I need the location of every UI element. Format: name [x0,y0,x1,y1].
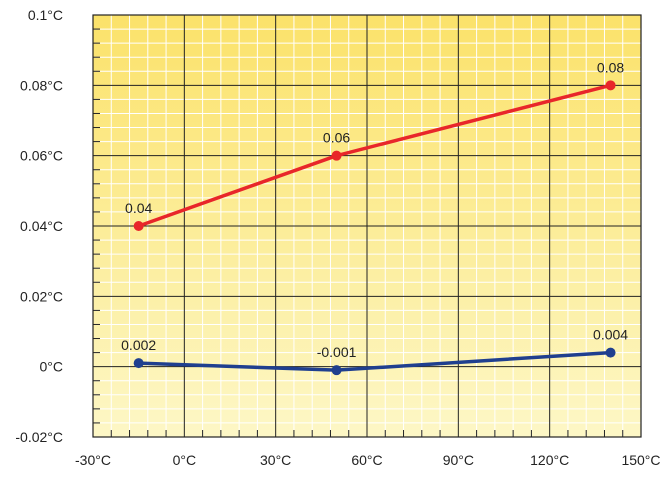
x-tick-label: 60°C [351,452,382,468]
data-point [133,221,144,231]
y-axis-tick-labels: -0.02°C 0°C 0.02°C 0.04°C 0.06°C 0.08°C 0.1°C [15,7,63,445]
data-point [605,80,616,91]
data-point [331,365,342,376]
x-tick-label: 150°C [621,452,660,468]
data-point [133,358,144,369]
data-label: -0.001 [317,344,357,360]
y-tick-label: 0°C [40,359,64,375]
data-point [605,347,616,358]
x-axis-tick-labels: -30°C 0°C 30°C 60°C 90°C 120°C 150°C [75,452,661,468]
data-label: 0.004 [593,327,628,343]
y-tick-label: 0.04°C [20,218,63,234]
data-label: 0.08 [597,59,624,75]
y-tick-label: 0.02°C [20,288,63,304]
y-tick-label: 0.06°C [20,148,63,164]
y-tick-label: -0.02°C [15,429,63,445]
data-label: 0.04 [125,200,152,216]
x-tick-label: 90°C [443,452,474,468]
axis-ticks [93,28,624,437]
y-tick-label: 0.1°C [28,7,63,23]
series-layer: 0.04 0.06 0.08 0.002 -0.001 0.004 [121,59,628,376]
x-tick-label: 0°C [173,452,197,468]
x-tick-label: 120°C [530,452,569,468]
series-1: 0.04 0.06 0.08 [125,59,624,231]
x-tick-label: -30°C [75,452,111,468]
x-tick-label: 30°C [260,452,291,468]
plot-frame [92,14,642,438]
data-label: 0.002 [121,337,156,353]
y-tick-label: 0.08°C [20,77,63,93]
data-label: 0.06 [323,130,350,146]
series-2: 0.002 -0.001 0.004 [121,327,628,376]
data-point [331,150,342,161]
